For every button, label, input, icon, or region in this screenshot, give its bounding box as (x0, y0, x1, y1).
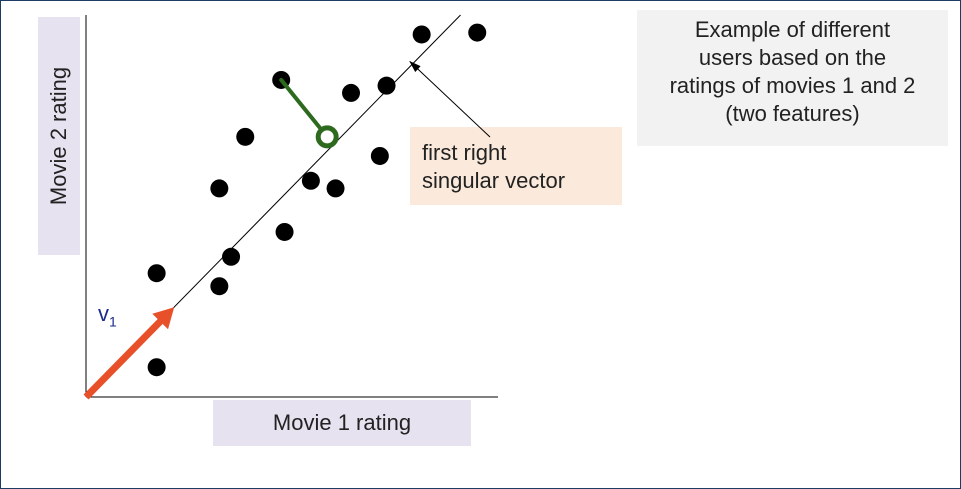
data-point-7 (236, 127, 255, 146)
vector-v1-arrow (83, 317, 165, 400)
description-line-3: ratings of movies 1 and 2 (669, 73, 916, 98)
description-line-2: users based on the (698, 45, 887, 70)
vector-v1-letter: v (98, 301, 109, 326)
annotation-line-2: singular vector (422, 168, 566, 193)
vector-v1-label: v1 (98, 301, 117, 329)
data-points (147, 23, 487, 377)
y-axis-label-box (38, 17, 80, 255)
data-point-14 (412, 25, 431, 44)
annotation-arrow (409, 60, 491, 138)
data-point-1 (147, 264, 166, 283)
description-line-4: (two features) (725, 101, 860, 126)
data-point-6 (210, 179, 229, 198)
data-point-8 (301, 171, 320, 190)
data-point-5 (275, 222, 294, 241)
data-point-4 (222, 247, 241, 266)
data-point-15 (468, 23, 487, 42)
description-line-1: Example of different (694, 17, 891, 42)
data-point-11 (342, 83, 361, 102)
data-point-13 (370, 146, 389, 165)
annotation-line-1: first right (422, 140, 507, 165)
x-axis-label: Movie 1 rating (213, 400, 471, 446)
data-point-2 (147, 358, 166, 377)
data-point-12 (377, 76, 396, 95)
description-box: Example of different users based on the … (637, 10, 948, 146)
vector-v1-subscript: 1 (109, 313, 117, 330)
projection-point (315, 125, 339, 149)
vector-v1-arrowhead (152, 307, 175, 330)
data-point-3 (210, 277, 229, 296)
projection-line (279, 77, 330, 139)
annotation-first-right-singular-vector: first right singular vector (410, 127, 622, 205)
data-point-9 (326, 179, 345, 198)
